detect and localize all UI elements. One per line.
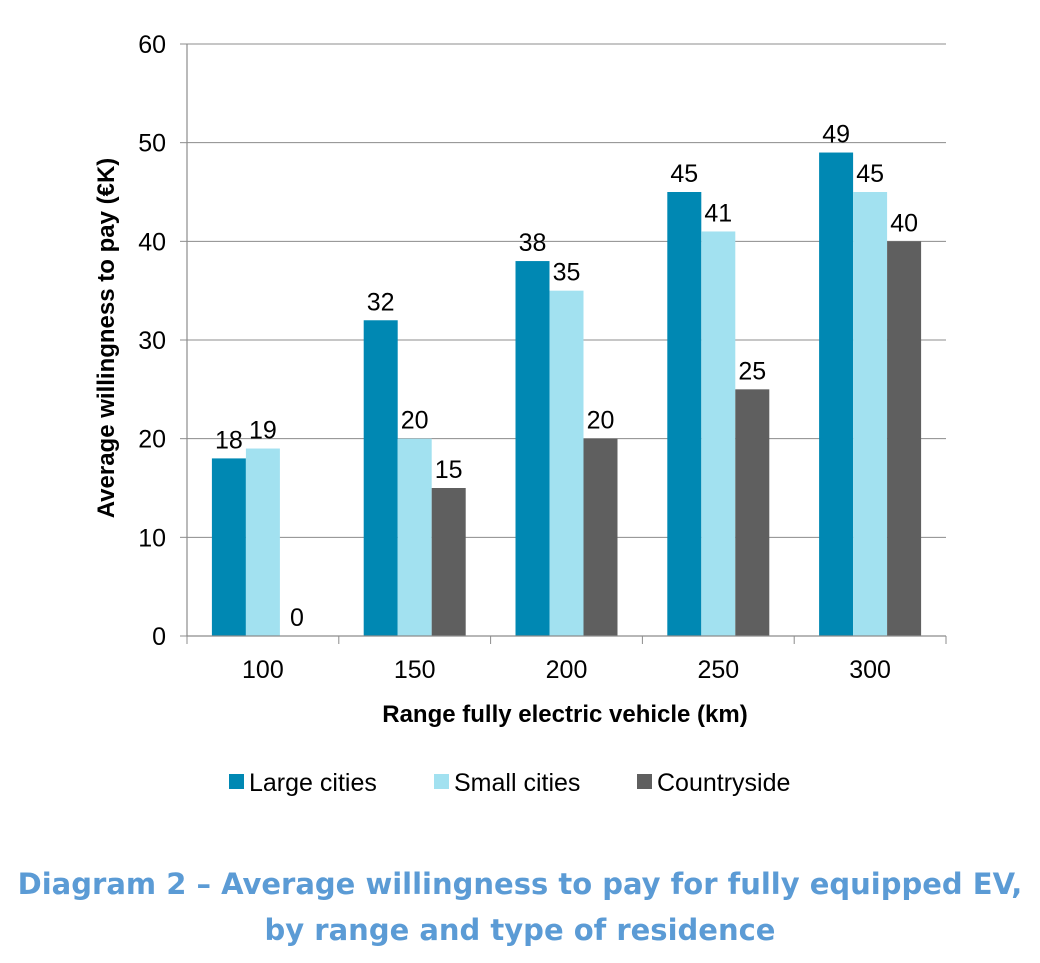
y-tick-label: 50 [138,130,166,158]
x-tick-label: 150 [394,656,436,684]
data-label: 35 [553,259,581,287]
bar [431,488,466,636]
y-tick-label: 0 [152,623,166,651]
x-tick-label: 300 [849,656,891,684]
x-tick-label: 100 [242,656,284,684]
y-tick-label: 60 [138,31,166,59]
y-tick-label: 10 [138,524,166,552]
figure-caption-line-1: Diagram 2 – Average willingness to pay f… [17,867,1023,901]
bar [397,438,432,636]
bar [211,458,246,636]
data-label: 20 [587,407,615,435]
bar [735,389,770,636]
data-label: 19 [249,417,277,445]
bar [363,320,398,636]
y-axis-title: Average willingness to pay (€K) [93,158,120,519]
data-label: 41 [704,199,732,227]
bar [245,448,280,636]
data-label: 20 [401,407,429,435]
bars [211,152,922,637]
bar [701,231,736,636]
x-tick-label: 250 [697,656,739,684]
data-label: 15 [435,456,463,484]
legend-label: Large cities [249,769,377,797]
legend-swatch [434,774,449,789]
bar [515,261,550,636]
legend-label: Countryside [657,769,790,797]
bar [887,241,922,637]
y-tick-label: 20 [138,426,166,454]
y-tick-label: 30 [138,327,166,355]
data-label: 18 [215,426,243,454]
bar [667,192,702,636]
legend-swatch [637,774,652,789]
bar [819,152,854,637]
legend-swatch [229,774,244,789]
legend-label: Small cities [454,769,580,797]
data-label: 45 [670,160,698,188]
legend: Large cities Small cities Countryside [229,769,790,797]
x-tick-label: 200 [546,656,588,684]
figure-caption-line-2: by range and type of residence [264,913,776,947]
bar [549,290,584,636]
bar [853,192,888,636]
data-label: 38 [519,229,547,257]
data-label: 25 [738,357,766,385]
x-axis-title: Range fully electric vehicle (km) [382,701,747,728]
data-label: 40 [890,209,918,237]
data-label: 49 [822,121,850,149]
data-label: 0 [290,604,304,632]
bar [583,438,618,636]
data-label: 32 [367,288,395,316]
data-label: 45 [856,160,884,188]
y-tick-label: 40 [138,228,166,256]
